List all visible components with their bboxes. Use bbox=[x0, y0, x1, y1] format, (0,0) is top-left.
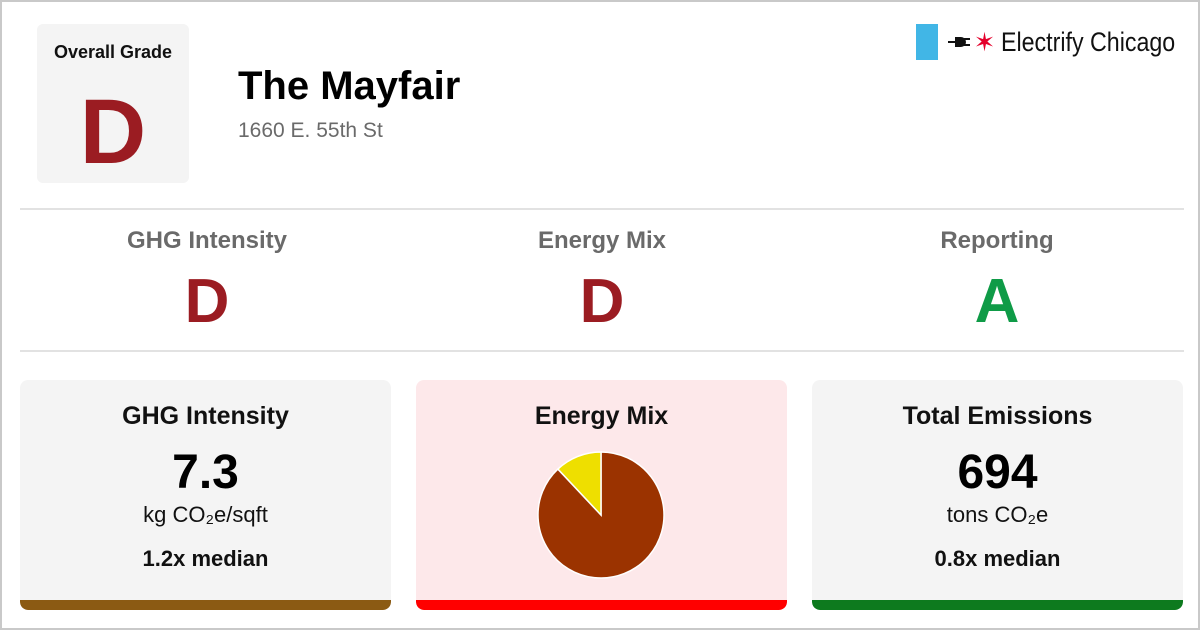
ghg-intensity-unit: kg CO₂e/sqft bbox=[143, 502, 268, 527]
overall-grade-card: Overall Grade D bbox=[37, 24, 189, 183]
flag-stripe-icon bbox=[915, 24, 938, 60]
total-emissions-value: 694 bbox=[957, 446, 1038, 499]
subgrade-energy-mix: Energy Mix D bbox=[412, 227, 792, 333]
ghg-intensity-card: GHG Intensity 7.3 kg CO₂e/sqft 1.2x medi… bbox=[20, 380, 391, 610]
card-color-bar bbox=[812, 600, 1183, 610]
star-icon: ✶ bbox=[973, 27, 996, 57]
divider bbox=[20, 350, 1184, 352]
subgrade-label: Energy Mix bbox=[537, 227, 667, 254]
subgrade-label: GHG Intensity bbox=[126, 227, 288, 254]
subgrade-ghg: GHG Intensity D bbox=[17, 227, 397, 333]
brand-name: Electrify Chicago bbox=[1001, 26, 1176, 57]
energy-mix-pie-chart bbox=[537, 451, 665, 579]
brand-logo: ✶ Electrify Chicago bbox=[915, 24, 1176, 60]
building-name: The Mayfair bbox=[238, 64, 461, 108]
card-color-bar bbox=[416, 600, 787, 610]
card-color-bar bbox=[20, 600, 391, 610]
building-address: 1660 E. 55th St bbox=[238, 119, 383, 142]
card-title: Energy Mix bbox=[534, 402, 669, 430]
subgrade-value: D bbox=[579, 267, 625, 336]
card-title: GHG Intensity bbox=[122, 402, 289, 430]
total-emissions-median: 0.8x median bbox=[934, 546, 1061, 571]
overall-grade-label: Overall Grade bbox=[53, 42, 173, 62]
subgrade-label: Reporting bbox=[940, 227, 1054, 254]
ghg-intensity-value: 7.3 bbox=[172, 446, 239, 499]
subgrade-value: D bbox=[184, 267, 230, 336]
divider bbox=[20, 208, 1184, 210]
total-emissions-card: Total Emissions 694 tons CO₂e 0.8x media… bbox=[812, 380, 1183, 610]
energy-mix-card: Energy Mix bbox=[416, 380, 787, 610]
card-title: Total Emissions bbox=[902, 402, 1093, 430]
subgrade-reporting: Reporting A bbox=[807, 227, 1187, 333]
subgrade-value: A bbox=[974, 267, 1020, 336]
plug-icon bbox=[947, 37, 970, 47]
ghg-intensity-median: 1.2x median bbox=[142, 546, 269, 571]
total-emissions-unit: tons CO₂e bbox=[946, 502, 1049, 527]
pie-slice-1 bbox=[556, 451, 602, 517]
overall-grade-value: D bbox=[79, 81, 147, 183]
